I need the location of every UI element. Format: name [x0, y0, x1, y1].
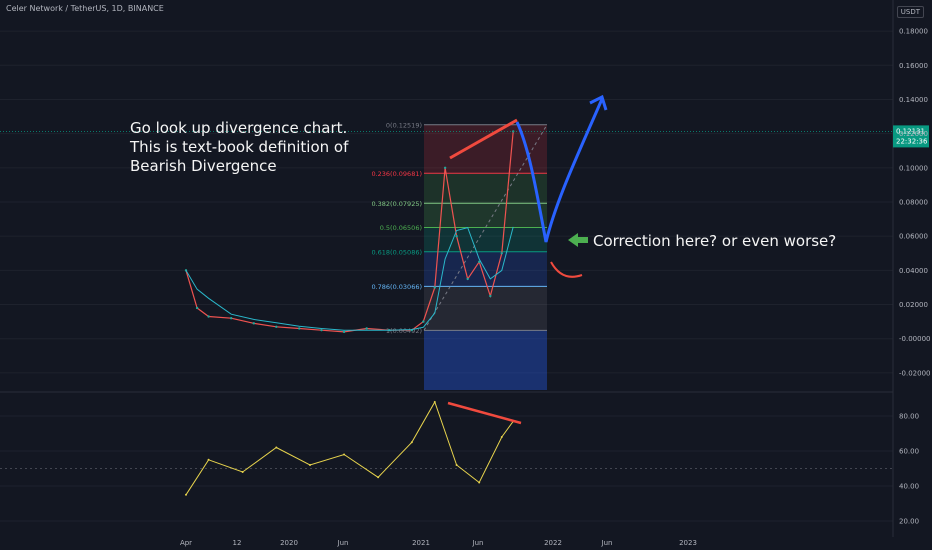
fib-extension-zone [424, 330, 547, 390]
oscillator-point [377, 476, 380, 479]
price-point [342, 330, 346, 334]
fib-level-label: 0.5(0.06506) [380, 224, 422, 232]
y-tick-label: 0.06000 [899, 233, 928, 241]
fib-zone [424, 227, 547, 252]
price-point [275, 325, 278, 328]
projection-path [515, 98, 604, 243]
price-point [195, 306, 199, 310]
moving-average-line [185, 226, 514, 331]
left-arrow-icon [568, 233, 588, 247]
currency-badge[interactable]: USDT [896, 6, 924, 18]
fib-zone [424, 124, 547, 174]
price-point [252, 322, 255, 325]
price-point [298, 327, 301, 330]
annotation-divergence: Go look up divergence chart. This is tex… [130, 119, 410, 176]
price-point [500, 252, 503, 255]
x-tick-label: Jun [601, 539, 613, 547]
fib-zone [424, 286, 547, 331]
oscillator-point [275, 446, 278, 449]
x-tick-label: 2022 [544, 539, 562, 547]
fib-trend-line [423, 124, 548, 331]
fib-level-label: 0(0.12519) [386, 121, 422, 129]
y-tick-label: 0.02000 [899, 301, 928, 309]
y-tick-label: -0.00000 [899, 335, 930, 343]
price-point [365, 327, 368, 330]
x-tick-label: 2023 [679, 539, 697, 547]
price-point [455, 234, 458, 238]
fib-level-label: 0.618(0.05086) [371, 248, 422, 256]
annotation-line-1: Go look up divergence chart. [130, 119, 348, 137]
x-tick-label: 2020 [280, 539, 298, 547]
y-tick-label: 0.08000 [899, 199, 928, 207]
price-point [433, 286, 436, 289]
oscillator-lower-high-line [447, 401, 522, 425]
fib-level-label: 1(0.00492) [386, 327, 422, 335]
projection-arrowhead [589, 94, 608, 111]
oscillator-point [433, 401, 436, 403]
downside-arrow [550, 261, 583, 278]
symbol-header[interactable]: Celer Network / TetherUS, 1D, BINANCE [6, 4, 164, 13]
price-point [320, 328, 323, 332]
x-tick-label: Jun [337, 539, 349, 547]
x-tick-label: 2021 [412, 539, 430, 547]
oscillator-point [241, 471, 244, 473]
oscillator-point [455, 464, 458, 466]
x-tick-label: Jun [472, 539, 484, 547]
oscillator-point [343, 453, 346, 456]
oscillator-point [207, 458, 210, 461]
price-point [477, 260, 481, 264]
fib-level-label: 0.786(0.03066) [371, 283, 422, 291]
y-tick-label: 0.04000 [899, 267, 928, 275]
oscillator-point [185, 493, 187, 496]
price-point [229, 317, 233, 320]
annotation-line-2: This is text-book definition of [130, 138, 349, 156]
oscillator-tick-label: 60.00 [899, 448, 919, 456]
y-tick-label: -0.02000 [899, 369, 930, 377]
y-tick-label: 0.10000 [899, 164, 928, 172]
x-tick-label: 12 [233, 539, 242, 547]
x-tick-label: Apr [180, 539, 192, 547]
fib-level-label: 0.236(0.09681) [371, 170, 422, 178]
price-point [207, 315, 210, 318]
fib-zone [424, 203, 547, 228]
price-point [489, 294, 492, 298]
oscillator-point [410, 441, 413, 444]
price-point [443, 166, 447, 170]
last-price-label: 0.12131 [896, 127, 925, 135]
price-point [466, 277, 469, 281]
price-point [422, 320, 425, 323]
y-tick-label: 0.14000 [899, 96, 928, 104]
y-tick-label: 0.12000 [899, 130, 928, 138]
annotation-correction: Correction here? or even worse? [593, 232, 837, 250]
oscillator-tick-label: 20.00 [899, 518, 919, 526]
fib-level-label: 0.382(0.07925) [371, 200, 422, 208]
oscillator-tick-label: 40.00 [899, 483, 919, 491]
price-higher-high-line [449, 118, 518, 160]
y-tick-label: 0.18000 [899, 28, 928, 36]
oscillator-point [478, 481, 481, 484]
countdown-label: 22:32:36 [896, 137, 928, 145]
annotation-line-3: Bearish Divergence [130, 157, 277, 175]
oscillator-point [500, 436, 503, 438]
oscillator-tick-label: 80.00 [899, 413, 919, 421]
y-tick-label: 0.16000 [899, 62, 928, 70]
oscillator-point [309, 464, 312, 466]
last-price-tag [893, 125, 929, 148]
